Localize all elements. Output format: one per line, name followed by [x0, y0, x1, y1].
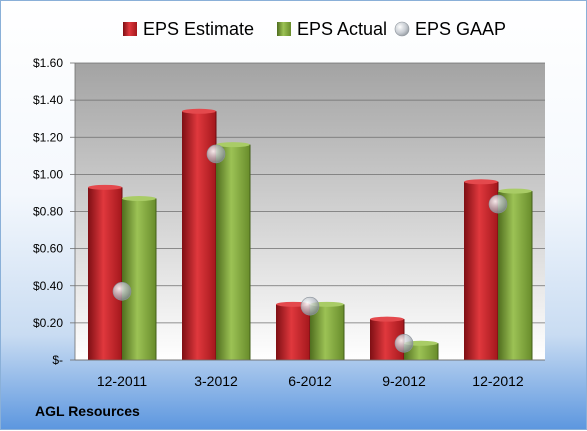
x-tick-label: 12-2012 [472, 373, 524, 389]
bar-eps-actual [498, 188, 533, 360]
legend-label-actual: EPS Actual [297, 19, 387, 39]
bars [88, 108, 533, 360]
bar-eps-estimate-body [88, 187, 122, 360]
bar-eps-actual-cap [216, 142, 250, 148]
bar-eps-estimate-body [464, 181, 498, 360]
y-tick-label: $0.20 [33, 316, 63, 330]
legend: EPS Estimate EPS Actual EPS GAAP [123, 19, 506, 39]
y-tick-label: $1.40 [33, 93, 63, 107]
legend-label-estimate: EPS Estimate [143, 19, 254, 39]
bar-eps-estimate-cap [182, 108, 216, 114]
bar-eps-actual [216, 142, 251, 360]
x-axis: 12-2011 3-2012 6-2012 9-2012 12-2012 [75, 359, 545, 389]
bar-eps-estimate [88, 184, 123, 360]
bar-eps-estimate [276, 301, 311, 360]
x-tick-label: 3-2012 [194, 373, 238, 389]
bar-eps-estimate-cap [370, 316, 404, 322]
gaap-markers [112, 144, 508, 353]
bar-eps-actual-body [404, 343, 438, 360]
bar-eps-actual-body [216, 144, 250, 360]
legend-label-gaap: EPS GAAP [415, 19, 506, 39]
legend-swatch-estimate [123, 22, 137, 36]
marker-eps-gaap [300, 296, 320, 316]
legend-swatch-gaap [394, 21, 410, 37]
bar-eps-actual [122, 196, 157, 360]
x-tick-label: 6-2012 [288, 373, 332, 389]
x-tick-label: 9-2012 [382, 373, 426, 389]
y-axis: $- $0.20 $0.40 $0.60 $0.80 $1.00 $1.20 $1.40 $1.… [33, 56, 76, 367]
y-tick-label: $1.20 [33, 130, 63, 144]
bar-eps-actual-cap [122, 196, 156, 202]
bar-eps-actual-body [498, 191, 532, 360]
bar-eps-estimate-body [276, 304, 310, 360]
legend-swatch-actual [277, 22, 291, 36]
bar-eps-actual [310, 301, 345, 360]
y-tick-label: $1.60 [33, 56, 63, 70]
bar-eps-actual-body [310, 304, 344, 360]
bar-eps-estimate-cap [88, 184, 122, 190]
y-tick-label: $0.80 [33, 205, 63, 219]
y-tick-label: $- [52, 353, 63, 367]
x-tick-label: 12-2011 [97, 373, 148, 389]
y-tick-label: $0.60 [33, 242, 63, 256]
bar-eps-estimate-cap [464, 179, 498, 185]
marker-eps-gaap [394, 333, 414, 353]
bar-eps-actual-body [122, 198, 156, 360]
bar-eps-estimate [464, 179, 499, 360]
y-tick-label: $0.40 [33, 279, 63, 293]
bar-eps-estimate [370, 316, 405, 360]
marker-eps-gaap [206, 144, 226, 164]
company-name: AGL Resources [35, 403, 140, 419]
marker-eps-gaap [488, 194, 508, 214]
bar-eps-actual-cap [498, 188, 532, 194]
y-tick-label: $1.00 [33, 167, 63, 181]
marker-eps-gaap [112, 282, 132, 301]
